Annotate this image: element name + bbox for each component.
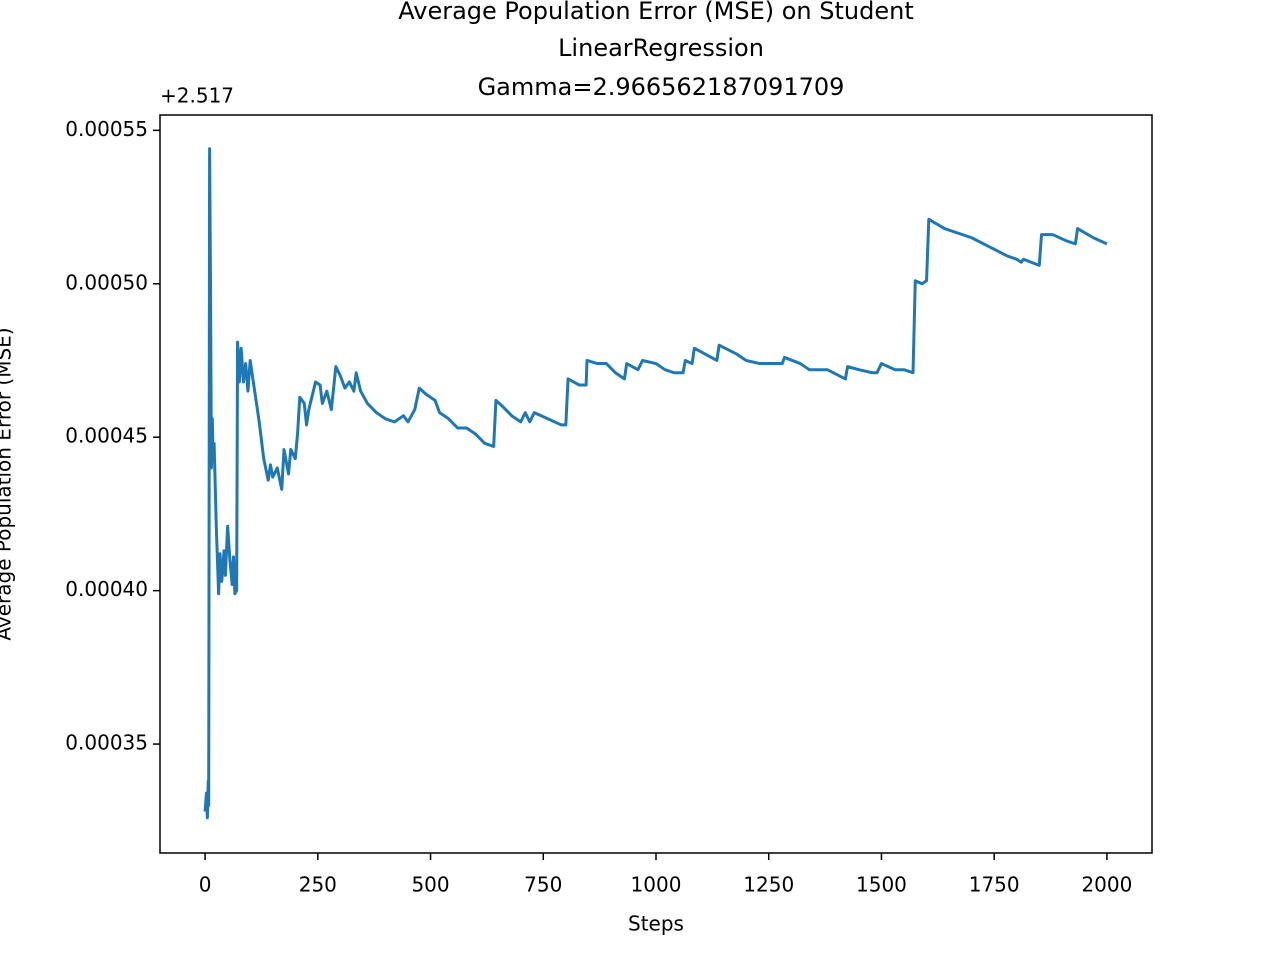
y-tick-label: 0.00040 xyxy=(65,577,148,601)
x-tick-label: 1500 xyxy=(856,873,907,897)
y-tick-label: 0.00050 xyxy=(65,270,148,294)
x-tick-label: 1750 xyxy=(969,873,1020,897)
x-tick-label: 250 xyxy=(299,873,337,897)
y-axis-label: Average Population Error (MSE) xyxy=(0,327,16,640)
y-tick-label: 0.00055 xyxy=(65,117,148,141)
chart-title: Gamma=2.966562187091709 xyxy=(478,73,845,101)
y-offset-label: +2.517 xyxy=(160,84,234,108)
x-tick-label: 2000 xyxy=(1081,873,1132,897)
x-tick-label: 0 xyxy=(199,873,212,897)
line xyxy=(203,147,1108,820)
y-tick-label: 0.00045 xyxy=(65,424,148,448)
x-tick-label: 1000 xyxy=(631,873,682,897)
x-tick-label: 1250 xyxy=(743,873,794,897)
x-axis-label: Steps xyxy=(628,912,684,936)
x-tick-label: 750 xyxy=(524,873,562,897)
plot-frame xyxy=(159,114,1153,854)
y-tick-label: 0.00035 xyxy=(65,731,148,755)
chart-title: LinearRegression xyxy=(558,34,764,62)
x-tick-label: 500 xyxy=(411,873,449,897)
chart-title: Average Population Error (MSE) on Studen… xyxy=(398,0,914,25)
